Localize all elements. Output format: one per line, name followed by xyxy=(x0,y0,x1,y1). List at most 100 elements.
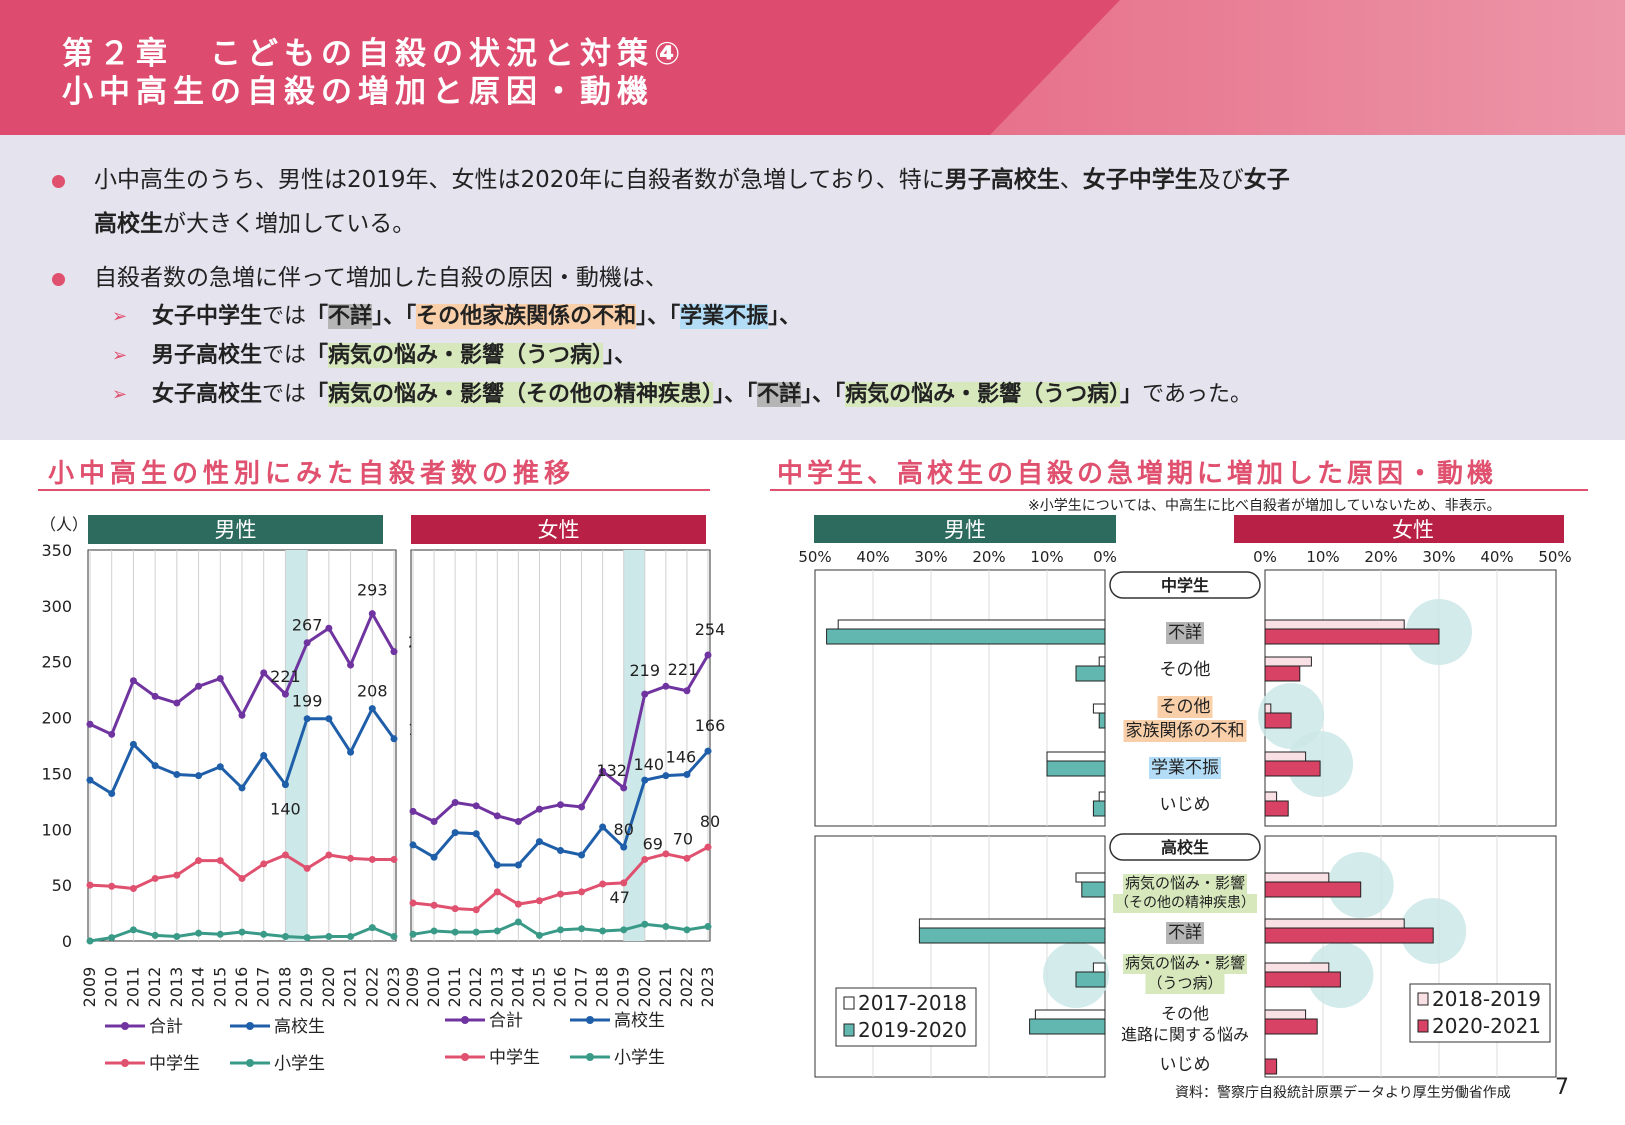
legend-label-elementary: 小学生 xyxy=(274,1054,325,1074)
category-highlight xyxy=(1166,922,1204,944)
bar xyxy=(1081,881,1106,898)
data-point xyxy=(514,861,522,869)
bar xyxy=(1092,703,1106,714)
data-point xyxy=(173,771,181,779)
data-point xyxy=(451,905,459,913)
x-tick-label: 2013 xyxy=(167,967,186,1008)
data-point xyxy=(578,888,586,896)
bar xyxy=(1075,971,1106,988)
data-point xyxy=(472,830,480,838)
x-tick-label: 0% xyxy=(1093,548,1117,566)
data-point xyxy=(430,927,438,935)
legend-label: 2018-2019 xyxy=(1432,987,1541,1011)
legend-label-total: 合計 xyxy=(489,1011,523,1031)
category-highlight xyxy=(1166,622,1204,644)
data-point xyxy=(535,931,543,939)
data-point xyxy=(216,763,224,771)
x-tick-label: 2011 xyxy=(123,967,142,1008)
bar xyxy=(1264,665,1301,682)
data-point xyxy=(86,720,94,728)
y-tick-label: 350 xyxy=(41,541,72,560)
data-point xyxy=(303,864,311,872)
data-point xyxy=(238,874,246,882)
female-bar-header xyxy=(1234,515,1564,543)
data-point xyxy=(662,682,670,690)
bar xyxy=(1264,971,1341,988)
bar xyxy=(1264,800,1289,817)
data-label: 254 xyxy=(695,620,726,639)
legend-box xyxy=(835,987,977,1047)
data-point xyxy=(108,790,116,798)
text: であった。 xyxy=(1142,382,1252,407)
data-point xyxy=(129,740,137,748)
emphasis: 男子高校生 xyxy=(944,167,1060,193)
x-tick-label: 40% xyxy=(856,548,889,566)
bar xyxy=(1264,918,1405,929)
x-tick-label: 2010 xyxy=(102,967,121,1008)
text: 「 xyxy=(306,304,329,329)
text: 」 xyxy=(1120,382,1143,407)
legend-label: 2019-2020 xyxy=(858,1018,967,1042)
data-point xyxy=(409,899,417,907)
data-point xyxy=(173,871,181,879)
text: 及び xyxy=(1197,167,1244,193)
x-tick-label: 2021 xyxy=(341,967,360,1008)
x-tick-label: 2018 xyxy=(593,967,612,1008)
data-point xyxy=(704,747,712,755)
bullet-dot xyxy=(52,175,65,188)
data-point xyxy=(557,890,564,898)
data-point xyxy=(662,922,670,930)
y-tick-label: 50 xyxy=(52,876,72,895)
x-tick-label: 40% xyxy=(1480,548,1513,566)
data-label: 132 xyxy=(596,761,627,780)
x-tick-label: 0% xyxy=(1253,548,1277,566)
data-point xyxy=(704,843,712,851)
arrow-icon: ➢ xyxy=(112,345,128,366)
x-tick-label: 2015 xyxy=(529,967,548,1008)
bar xyxy=(1092,800,1106,817)
data-point xyxy=(325,851,333,859)
x-tick-label: 30% xyxy=(914,548,947,566)
data-label: 219 xyxy=(630,661,661,680)
data-point xyxy=(493,888,501,896)
legend-swatch xyxy=(1417,1019,1429,1033)
data-point xyxy=(347,933,355,941)
data-point xyxy=(390,648,398,656)
category-label: その他 xyxy=(1161,1004,1209,1023)
female-bar-header-label: 女性 xyxy=(1392,518,1434,542)
bar xyxy=(1264,1009,1307,1020)
x-tick-label: 2016 xyxy=(551,967,570,1008)
x-tick-label: 10% xyxy=(1306,548,1339,566)
legend-label: 2017-2018 xyxy=(858,991,967,1015)
text: 「 xyxy=(746,382,758,407)
bar xyxy=(1264,712,1292,729)
text: 「 xyxy=(405,304,417,329)
left-section-underline xyxy=(38,489,710,491)
data-point xyxy=(303,715,311,723)
bar xyxy=(1264,628,1440,645)
legend-label-high: 高校生 xyxy=(274,1017,325,1037)
emphasis: 女子中学生 xyxy=(152,304,263,329)
x-tick-label: 10% xyxy=(1030,548,1063,566)
category-label: いじめ xyxy=(1160,795,1211,815)
data-point xyxy=(451,928,459,936)
x-tick-label: 2023 xyxy=(384,967,403,1008)
x-tick-label: 2017 xyxy=(572,967,591,1008)
bar xyxy=(1264,962,1330,973)
bar xyxy=(1264,791,1278,802)
data-point xyxy=(260,752,268,760)
bar xyxy=(1264,656,1312,667)
data-point xyxy=(325,933,333,941)
data-point xyxy=(641,776,649,784)
cause-highlight: 病気の悩み・影響（うつ病） xyxy=(845,382,1121,407)
data-point xyxy=(86,881,94,889)
category-label: （その他の精神疾患） xyxy=(1115,895,1255,911)
data-point xyxy=(368,705,376,713)
bullet-dot xyxy=(52,273,65,286)
right-note: ※小学生については、中高生に比べ自殺者が増加していないため、非表示。 xyxy=(1028,498,1501,514)
text: 」、 xyxy=(713,382,747,407)
data-point xyxy=(535,838,543,846)
data-point xyxy=(535,805,543,813)
legend-swatch xyxy=(1417,992,1429,1006)
data-point xyxy=(662,850,670,858)
